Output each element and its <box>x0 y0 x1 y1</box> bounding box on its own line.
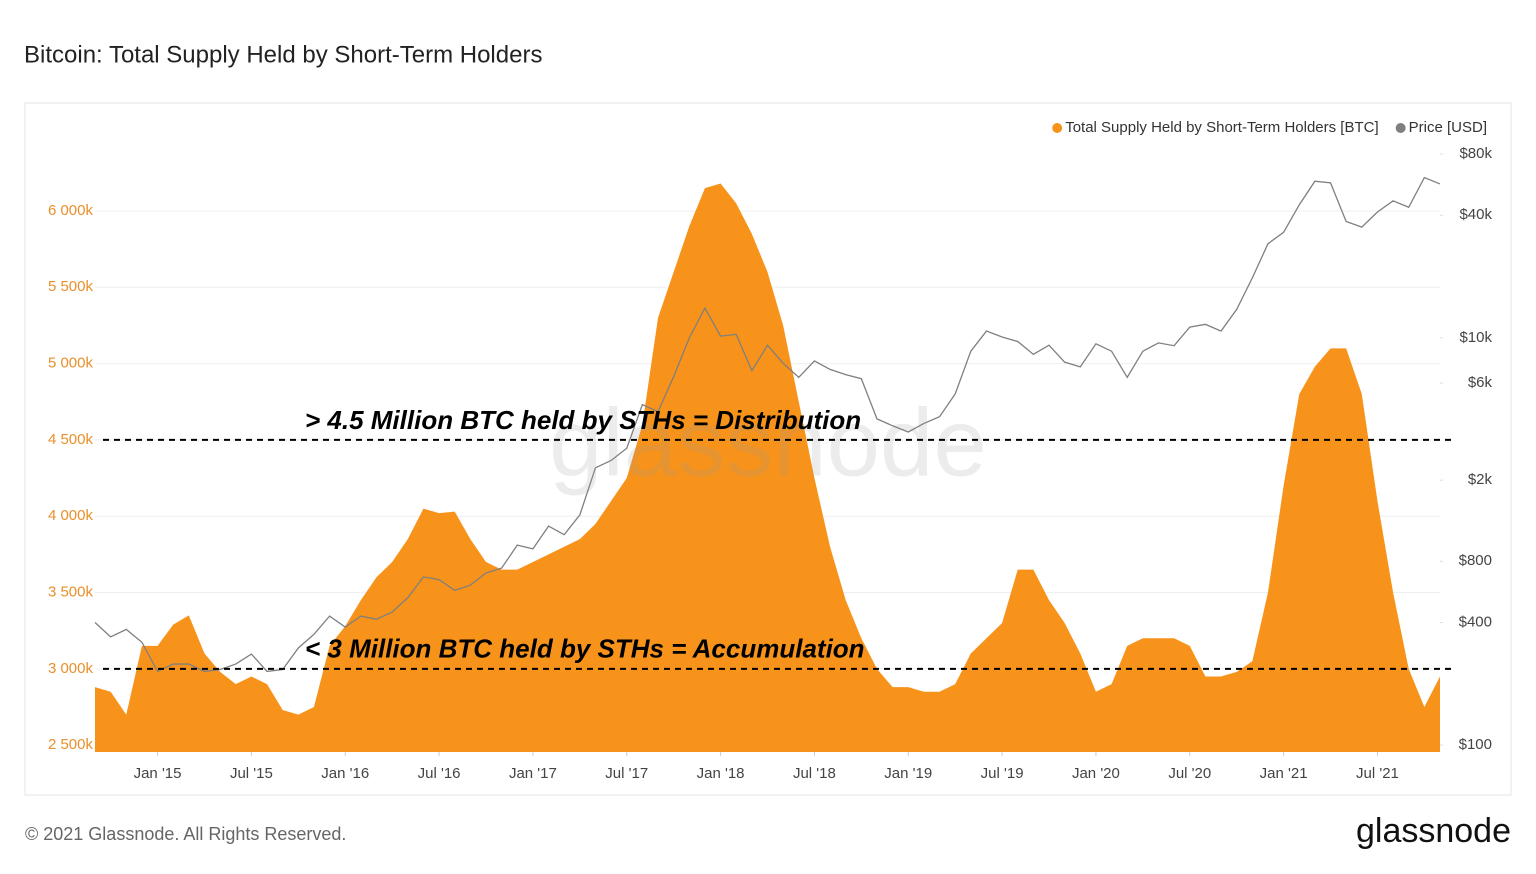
x-tick-label: Jan '21 <box>1260 765 1308 782</box>
legend-label: Price [USD] <box>1409 119 1487 136</box>
x-tick-label: Jul '18 <box>793 765 836 782</box>
y-tick-label: 6 000k <box>48 202 94 219</box>
x-tick-label: Jul '19 <box>981 765 1024 782</box>
x-tick-label: Jul '16 <box>418 765 461 782</box>
x-tick-label: Jul '17 <box>605 765 648 782</box>
y2-tick-label: $40k <box>1459 206 1492 223</box>
y-tick-label: 5 500k <box>48 278 94 295</box>
x-tick-label: Jan '16 <box>321 765 369 782</box>
y-tick-label: 2 500k <box>48 736 94 753</box>
annotation: > 4.5 Million BTC held by STHs = Distrib… <box>305 405 861 435</box>
chart-title: Bitcoin: Total Supply Held by Short-Term… <box>24 41 542 68</box>
chart-frame <box>24 102 1512 796</box>
price-line <box>94 176 1441 673</box>
logo: glassnode <box>1356 812 1511 850</box>
x-tick-label: Jan '18 <box>697 765 745 782</box>
y-tick-label: 3 500k <box>48 583 94 600</box>
y2-tick-label: $400 <box>1459 613 1492 630</box>
y-tick-label: 4 000k <box>48 507 94 524</box>
x-tick-label: Jul '21 <box>1356 765 1399 782</box>
x-tick-label: Jan '15 <box>134 765 182 782</box>
y2-tick-label: $10k <box>1459 329 1492 346</box>
y2-tick-label: $100 <box>1459 736 1492 753</box>
x-tick-label: Jul '15 <box>230 765 273 782</box>
x-tick-label: Jan '20 <box>1072 765 1120 782</box>
legend-swatch <box>1395 123 1406 133</box>
y-tick-label: 5 000k <box>48 355 94 372</box>
supply-area <box>95 183 1440 752</box>
y2-tick-label: $6k <box>1468 374 1493 391</box>
x-tick-label: Jul '20 <box>1168 765 1211 782</box>
y-tick-label: 4 500k <box>48 431 94 448</box>
y-tick-label: 3 000k <box>48 660 94 677</box>
y2-tick-label: $800 <box>1459 552 1492 569</box>
y2-tick-label: $80k <box>1459 145 1492 162</box>
copyright: © 2021 Glassnode. All Rights Reserved. <box>25 824 346 844</box>
x-tick-label: Jan '17 <box>509 765 557 782</box>
legend-swatch <box>1052 123 1063 133</box>
x-tick-label: Jan '19 <box>884 765 932 782</box>
watermark: glassnode <box>549 389 987 496</box>
annotation: < 3 Million BTC held by STHs = Accumulat… <box>305 634 865 664</box>
legend-label: Total Supply Held by Short-Term Holders … <box>1065 119 1378 136</box>
y2-tick-label: $2k <box>1468 471 1493 488</box>
